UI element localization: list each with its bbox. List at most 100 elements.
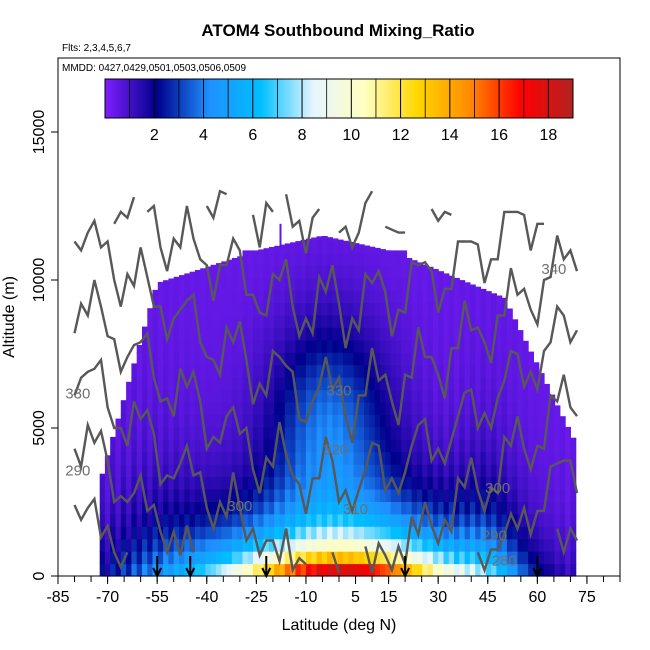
heatmap-cell xyxy=(501,377,508,391)
heatmap-cell xyxy=(332,327,339,341)
heatmap-cell xyxy=(517,439,524,453)
heatmap-cell xyxy=(104,526,111,540)
heatmap-cell xyxy=(459,364,466,378)
heatmap-cell xyxy=(496,526,503,540)
heatmap-cell xyxy=(343,277,349,291)
heatmap-cell xyxy=(268,526,275,540)
heatmap-cell xyxy=(131,439,138,453)
colorbar-segment xyxy=(361,79,364,118)
colorbar-segment xyxy=(135,79,138,118)
heatmap-cell xyxy=(226,277,233,291)
colorbar-segment xyxy=(223,79,226,118)
heatmap-cell xyxy=(464,426,471,440)
heatmap-cell xyxy=(496,513,503,527)
heatmap-cell xyxy=(200,327,207,341)
heatmap-cell xyxy=(279,501,286,515)
heatmap-cell xyxy=(406,501,413,515)
heatmap-cell xyxy=(216,377,222,391)
heatmap-cell xyxy=(242,414,249,428)
heatmap-cell xyxy=(343,364,349,378)
heatmap-cell xyxy=(242,563,249,577)
heatmap-cell xyxy=(417,339,423,353)
heatmap-cell xyxy=(559,501,566,515)
colorbar-segment xyxy=(183,79,186,118)
y-tick-label: 0 xyxy=(31,571,48,580)
heatmap-cell xyxy=(533,389,540,403)
colorbar-segment xyxy=(465,79,468,118)
heatmap-cell xyxy=(406,489,413,502)
heatmap-cell xyxy=(279,352,286,366)
heatmap-cell xyxy=(316,551,323,565)
colorbar-segment xyxy=(313,79,316,118)
heatmap-cell xyxy=(353,364,360,378)
heatmap-cell xyxy=(522,439,529,453)
heatmap-cell xyxy=(358,402,365,415)
heatmap-cell xyxy=(194,526,201,540)
heatmap-cell xyxy=(475,476,482,490)
heatmap-cell xyxy=(459,327,466,341)
heatmap-cell xyxy=(237,538,244,552)
heatmap-cell xyxy=(327,389,333,403)
heatmap-cell xyxy=(374,339,381,353)
heatmap-cell xyxy=(237,476,244,490)
heatmap-cell xyxy=(210,264,217,266)
heatmap-cell xyxy=(432,439,439,453)
heatmap-cell xyxy=(99,473,106,478)
colorbar-tick-label: 8 xyxy=(298,127,307,144)
heatmap-cell xyxy=(184,352,191,366)
heatmap-cell xyxy=(517,389,524,403)
contour-label: 310 xyxy=(343,501,368,518)
heatmap-cell xyxy=(364,290,370,304)
heatmap-cell xyxy=(136,501,143,515)
colorbar-segment xyxy=(515,79,518,118)
heatmap-cell xyxy=(258,414,265,428)
heatmap-cell xyxy=(438,352,445,366)
heatmap-cell xyxy=(390,414,397,428)
heatmap-cell xyxy=(179,439,185,453)
heatmap-cell xyxy=(194,464,201,478)
heatmap-cell xyxy=(565,501,571,515)
heatmap-cell xyxy=(485,426,492,440)
heatmap-cell xyxy=(485,302,492,316)
heatmap-cell xyxy=(142,439,148,453)
heatmap-cell xyxy=(374,526,381,540)
heatmap-cell xyxy=(321,314,328,328)
heatmap-cell xyxy=(501,352,508,366)
heatmap-cell xyxy=(369,414,376,428)
heatmap-cell xyxy=(443,273,450,279)
heatmap-cell xyxy=(189,302,196,316)
heatmap-cell xyxy=(448,414,455,428)
heatmap-cell xyxy=(406,414,413,428)
colorbar-segment xyxy=(423,79,426,118)
heatmap-cell xyxy=(168,426,175,440)
heatmap-cell xyxy=(454,352,460,366)
heatmap-cell xyxy=(258,563,265,577)
heatmap-cell xyxy=(395,377,402,391)
heatmap-cell xyxy=(554,538,561,552)
heatmap-cell xyxy=(221,538,228,552)
heatmap-cell xyxy=(374,451,381,465)
heatmap-cell xyxy=(242,426,249,440)
colorbar-segment xyxy=(343,79,346,118)
heatmap-cell xyxy=(152,414,159,428)
heatmap-cell xyxy=(268,513,275,527)
heatmap-cell xyxy=(179,563,185,577)
heatmap-cell xyxy=(395,426,402,440)
heatmap-cell xyxy=(284,402,291,415)
heatmap-cell xyxy=(237,256,244,266)
heatmap-cell xyxy=(274,464,281,478)
heatmap-cell xyxy=(485,526,492,540)
heatmap-cell xyxy=(295,314,302,328)
heatmap-cell xyxy=(321,538,328,552)
heatmap-cell xyxy=(559,464,566,478)
heatmap-cell xyxy=(380,252,386,266)
heatmap-cell xyxy=(184,538,191,552)
heatmap-cell xyxy=(216,563,222,577)
heatmap-cell xyxy=(358,489,365,502)
heatmap-cell xyxy=(290,476,296,490)
heatmap-cell xyxy=(432,538,439,552)
heatmap-cell xyxy=(290,501,296,515)
heatmap-cell xyxy=(194,339,201,353)
colorbar-segment xyxy=(207,79,210,118)
heatmap-cell xyxy=(533,364,540,378)
